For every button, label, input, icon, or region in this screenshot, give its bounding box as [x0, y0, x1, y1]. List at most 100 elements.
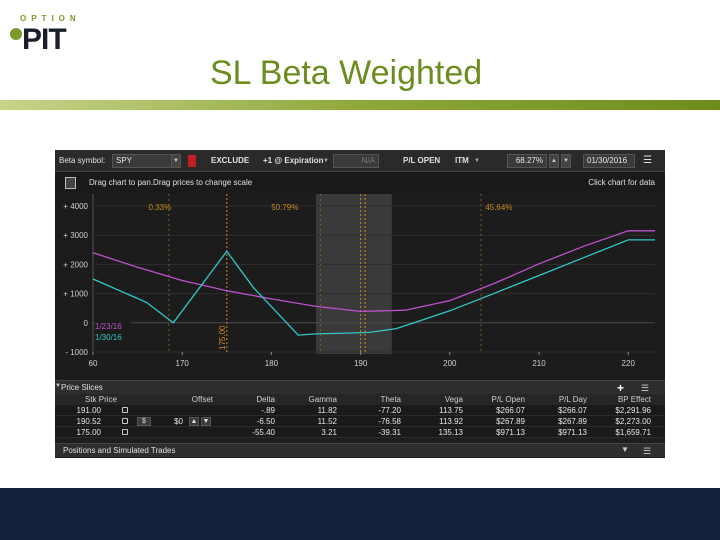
x-tick-label: 180: [265, 359, 279, 368]
title-divider-bar: [0, 100, 720, 110]
expiration-dropdown-icon[interactable]: ▼: [323, 158, 329, 164]
offset-down-icon[interactable]: ▼: [201, 417, 211, 426]
expiration-selector[interactable]: +1 @ Expiration: [263, 156, 324, 165]
date-field[interactable]: 01/30/2016: [583, 154, 635, 168]
price-slices-header[interactable]: ▼ Price Slices + ☰: [55, 380, 665, 395]
probability-label: 45.64%: [485, 203, 512, 212]
pl-open-selector[interactable]: P/L OPEN: [403, 156, 441, 165]
slide-title: SL Beta Weighted: [210, 54, 483, 92]
exclude-button[interactable]: EXCLUDE: [211, 156, 250, 165]
expected-range-band: [316, 194, 392, 354]
offset-dollar-toggle[interactable]: $: [137, 417, 151, 426]
collapse-icon[interactable]: ▼: [55, 383, 61, 389]
logo-dot-icon: [10, 28, 22, 40]
strike-value-label: 175.00: [218, 325, 227, 350]
chart-settings-icon[interactable]: [65, 177, 76, 189]
price-slices-title: Price Slices: [61, 383, 103, 392]
optionpit-logo: OPTION PIT: [8, 14, 104, 56]
gamma-cell: 11.82: [317, 406, 337, 415]
series-line-1-23-16: [92, 230, 655, 313]
gamma-cell: 11.52: [317, 417, 337, 426]
probability-label: 50.79%: [271, 203, 298, 212]
theta-cell: -76.58: [378, 417, 401, 426]
vega-cell: 113.92: [439, 417, 463, 426]
offset-value-input[interactable]: $0: [174, 417, 183, 426]
col-bp-effect: BP Effect: [617, 395, 651, 404]
legend-entry: 1/23/16: [95, 322, 122, 331]
bp-effect-cell: $2,291.96: [615, 406, 651, 415]
logo-pit-text: PIT: [22, 23, 67, 56]
probability-down-icon[interactable]: ▼: [561, 154, 571, 168]
positions-title: Positions and Simulated Trades: [63, 446, 176, 455]
table-row[interactable]: 175.00 -55.40 3.21 -39.31 135.13 $971.13…: [55, 427, 665, 438]
vega-cell: 135.13: [438, 428, 463, 437]
stk-price-cell[interactable]: 190.52: [76, 417, 101, 426]
y-tick-label: - 1000: [65, 348, 88, 357]
symbol-dropdown-icon[interactable]: ▼: [171, 154, 181, 168]
itm-selector[interactable]: ITM: [455, 156, 469, 165]
col-pl-day: P/L Day: [558, 395, 587, 404]
y-tick-label: 0: [84, 319, 89, 328]
probability-label: 0.33%: [149, 203, 172, 212]
theta-cell: -39.31: [378, 428, 401, 437]
probability-up-icon[interactable]: ▲: [549, 154, 559, 168]
footer-band: [0, 488, 720, 540]
col-gamma: Gamma: [308, 395, 337, 404]
theta-cell: -77.20: [378, 406, 401, 415]
toolbar-menu-icon[interactable]: ☰: [643, 155, 652, 166]
lock-icon[interactable]: [122, 429, 128, 435]
slices-menu-icon[interactable]: ☰: [641, 383, 650, 393]
pl-day-cell: $267.89: [558, 417, 587, 426]
pl-open-cell: $971.13: [496, 428, 525, 437]
analysis-window: Beta symbol: SPY ▼ EXCLUDE +1 @ Expirati…: [55, 150, 665, 458]
lock-icon[interactable]: [122, 418, 128, 424]
col-pl-open: P/L Open: [491, 395, 525, 404]
price-slices-table: Stk Price Offset Delta Gamma Theta Vega …: [55, 394, 665, 438]
delta-cell: -.89: [261, 406, 275, 415]
delta-cell: -55.40: [252, 428, 275, 437]
stk-price-cell[interactable]: 191.00: [76, 406, 101, 415]
vega-cell: 113.75: [439, 406, 463, 415]
beta-symbol-input[interactable]: SPY: [112, 154, 174, 168]
legend-box: [95, 318, 131, 344]
bp-effect-cell: $2,273.00: [615, 417, 651, 426]
y-tick-label: + 4000: [63, 202, 88, 211]
x-tick-label: 170: [176, 359, 190, 368]
y-tick-label: + 2000: [63, 260, 88, 269]
col-theta: Theta: [380, 395, 401, 404]
series-line-1-30-16: [92, 239, 655, 336]
x-tick-label: 220: [622, 359, 636, 368]
itm-dropdown-icon[interactable]: ▼: [474, 158, 480, 164]
stk-price-cell[interactable]: 175.00: [76, 428, 101, 437]
x-tick-label: 200: [443, 359, 457, 368]
col-vega: Vega: [444, 395, 463, 404]
add-slice-button[interactable]: +: [617, 381, 625, 395]
beta-symbol-label: Beta symbol:: [59, 156, 106, 165]
na-field[interactable]: N/A: [333, 154, 379, 168]
x-tick-label: 60: [89, 359, 98, 368]
logo-option-text: OPTION: [20, 14, 81, 23]
col-stk-price: Stk Price: [84, 395, 117, 404]
lock-icon[interactable]: [122, 407, 128, 413]
table-row[interactable]: 190.52 $ $0 ▲ ▼ -6.50 11.52 -76.58 113.9…: [55, 416, 665, 427]
pl-day-cell: $266.07: [558, 406, 587, 415]
legend-entry: 1/30/16: [95, 333, 122, 342]
gamma-cell: 3.21: [321, 428, 337, 437]
y-tick-label: + 3000: [63, 231, 88, 240]
positions-menu-icon[interactable]: ☰: [643, 446, 652, 456]
pl-open-cell: $267.89: [496, 417, 525, 426]
color-flag-icon[interactable]: [188, 155, 196, 167]
offset-up-icon[interactable]: ▲: [189, 417, 199, 426]
col-offset: Offset: [191, 395, 213, 404]
positions-header[interactable]: Positions and Simulated Trades ▼ ☰: [55, 443, 665, 457]
probability-field[interactable]: 68.27%: [507, 154, 547, 168]
col-delta: Delta: [256, 395, 275, 404]
bp-effect-cell: $1,659.71: [615, 428, 651, 437]
chart-hint-row: Drag chart to pan.Drag prices to change …: [55, 172, 665, 194]
pl-day-cell: $971.13: [558, 428, 587, 437]
click-hint-text: Click chart for data: [588, 178, 655, 187]
y-tick-label: + 1000: [63, 290, 88, 299]
positions-expand-icon[interactable]: ▼: [621, 445, 629, 454]
table-row[interactable]: 191.00 -.89 11.82 -77.20 113.75 $266.07 …: [55, 405, 665, 416]
